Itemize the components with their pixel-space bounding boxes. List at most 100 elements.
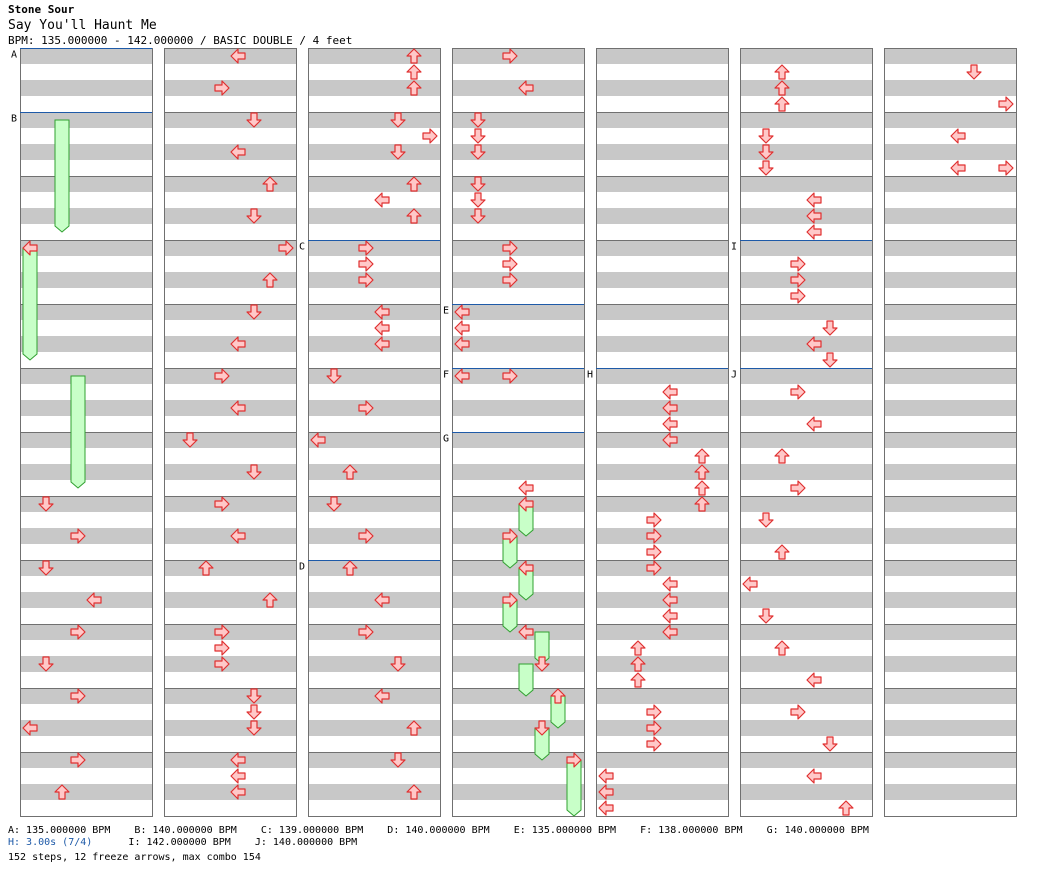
step-arrow-down-icon <box>758 160 774 176</box>
bpm-marker-label: H <box>587 370 593 381</box>
bpm-legend-rest: I: 142.000000 BPM J: 140.000000 BPM <box>92 837 358 848</box>
beat-stripe <box>884 432 1016 448</box>
beat-stripe <box>164 272 296 288</box>
beat-stripe <box>740 400 872 416</box>
step-arrow-left-icon <box>230 752 246 768</box>
step-arrow-right-icon <box>790 288 806 304</box>
beat-stripe <box>884 752 1016 768</box>
step-arrow-left-icon <box>518 80 534 96</box>
step-arrow-right-icon <box>358 400 374 416</box>
beat-stripe <box>164 752 296 768</box>
beat-stripe <box>164 304 296 320</box>
step-arrow-right-icon <box>790 480 806 496</box>
step-arrow-left-icon <box>310 432 326 448</box>
chart-column <box>20 48 153 817</box>
step-arrow-left-icon <box>806 208 822 224</box>
step-arrow-up-icon <box>550 688 566 704</box>
beat-stripe <box>164 592 296 608</box>
beat-stripe <box>740 752 872 768</box>
beat-stripe <box>20 496 152 512</box>
step-arrow-left-icon <box>950 128 966 144</box>
beat-stripe <box>884 304 1016 320</box>
step-arrow-up-icon <box>774 448 790 464</box>
step-arrow-up-icon <box>694 464 710 480</box>
beat-stripe <box>308 272 440 288</box>
step-arrow-up-icon <box>198 560 214 576</box>
beat-stripe <box>596 720 728 736</box>
column-border <box>596 48 729 817</box>
beat-stripe <box>740 528 872 544</box>
beat-stripe <box>740 176 872 192</box>
step-arrow-down-icon <box>390 144 406 160</box>
beat-stripe <box>884 784 1016 800</box>
beat-stripe <box>308 720 440 736</box>
bpm-marker-label: J <box>731 370 737 381</box>
bpm-legend-line2: H: 3.00s (7/4) I: 142.000000 BPM J: 140.… <box>8 837 357 849</box>
step-arrow-right-icon <box>70 528 86 544</box>
step-arrow-down-icon <box>470 192 486 208</box>
beat-stripe <box>308 304 440 320</box>
beat-stripe <box>596 144 728 160</box>
chart-column <box>596 48 729 817</box>
step-arrow-right-icon <box>70 624 86 640</box>
step-arrow-right-icon <box>422 128 438 144</box>
step-arrow-right-icon <box>502 592 518 608</box>
beat-stripe <box>452 80 584 96</box>
beat-stripe <box>596 752 728 768</box>
chart-column <box>308 48 441 817</box>
bpm-marker-label: C <box>299 242 305 253</box>
beat-stripe <box>884 112 1016 128</box>
bpm-marker-label: G <box>443 434 449 445</box>
step-arrow-left-icon <box>230 784 246 800</box>
beat-stripe <box>308 464 440 480</box>
step-arrow-left-icon <box>662 416 678 432</box>
beat-stripe <box>596 336 728 352</box>
beat-stripe <box>164 624 296 640</box>
beat-stripe <box>596 656 728 672</box>
step-arrow-up-icon <box>838 800 854 816</box>
step-arrow-left-icon <box>742 576 758 592</box>
beat-stripe <box>308 560 440 576</box>
column-border <box>164 48 297 817</box>
beat-stripe <box>20 560 152 576</box>
step-arrow-down-icon <box>182 432 198 448</box>
step-arrow-left-icon <box>662 576 678 592</box>
beat-stripe <box>164 656 296 672</box>
step-chart: A B C D E F G H I J <box>11 48 1017 817</box>
beat-stripe <box>20 688 152 704</box>
beat-stripe <box>884 80 1016 96</box>
beat-stripe <box>884 336 1016 352</box>
step-arrow-right-icon <box>646 512 662 528</box>
beat-stripe <box>164 528 296 544</box>
step-arrow-right-icon <box>278 240 294 256</box>
beat-stripe <box>596 784 728 800</box>
step-arrow-down-icon <box>822 352 838 368</box>
step-arrow-up-icon <box>694 496 710 512</box>
step-arrow-down-icon <box>390 112 406 128</box>
beat-stripe <box>164 496 296 512</box>
step-arrow-down-icon <box>758 128 774 144</box>
chart-column <box>884 48 1017 817</box>
step-arrow-down-icon <box>470 144 486 160</box>
beat-stripe <box>452 720 584 736</box>
beat-stripe <box>164 784 296 800</box>
beat-stripe <box>740 784 872 800</box>
step-arrow-right-icon <box>358 240 374 256</box>
step-arrow-up-icon <box>694 448 710 464</box>
step-arrow-right-icon <box>998 96 1014 112</box>
step-arrow-left-icon <box>662 384 678 400</box>
step-arrow-down-icon <box>246 688 262 704</box>
step-arrow-right-icon <box>214 368 230 384</box>
beat-stripe <box>884 464 1016 480</box>
beat-stripe <box>740 240 872 256</box>
freeze-arrow <box>518 663 534 697</box>
step-arrow-down-icon <box>966 64 982 80</box>
beat-stripe <box>596 560 728 576</box>
step-arrow-up-icon <box>262 272 278 288</box>
freeze-arrow <box>54 119 70 233</box>
bpm-marker-label: B <box>11 114 17 125</box>
beat-stripe <box>452 592 584 608</box>
step-arrow-up-icon <box>406 176 422 192</box>
step-arrow-left-icon <box>454 368 470 384</box>
beat-stripe <box>740 432 872 448</box>
